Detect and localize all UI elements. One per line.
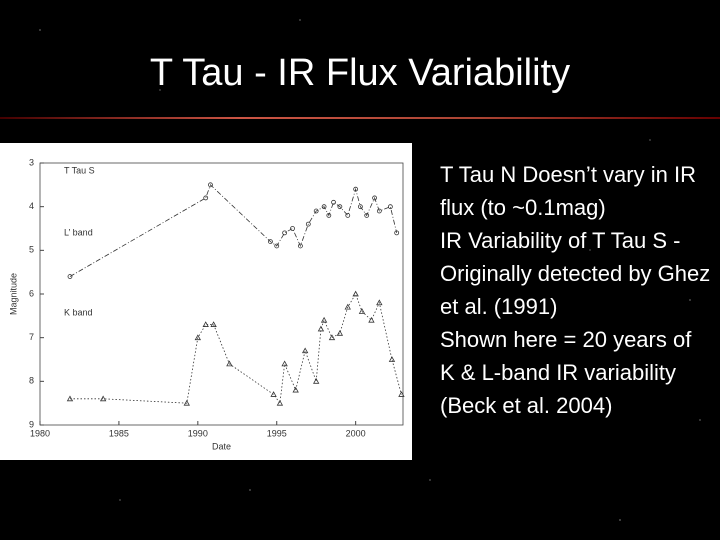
point xyxy=(290,226,295,231)
y-tick-label: 7 xyxy=(29,332,34,342)
x-tick-label: 1985 xyxy=(109,428,129,438)
y-tick-label: 3 xyxy=(29,157,34,167)
y-axis-label: Magnitude xyxy=(8,273,18,315)
point xyxy=(274,243,280,249)
point xyxy=(313,378,320,384)
point xyxy=(210,321,217,327)
point xyxy=(394,230,400,236)
point xyxy=(398,391,405,397)
point xyxy=(352,290,359,297)
point xyxy=(372,195,377,201)
point xyxy=(226,360,233,367)
point xyxy=(66,395,74,402)
point xyxy=(353,186,359,192)
y-tick-label: 4 xyxy=(29,201,34,211)
point xyxy=(298,243,303,249)
x-tick-label: 2000 xyxy=(346,428,366,438)
slide-title: T Tau - IR Flux Variability xyxy=(149,52,571,94)
y-tick-label: 8 xyxy=(29,376,34,386)
point xyxy=(276,399,284,406)
figure-background xyxy=(0,143,412,460)
point xyxy=(364,213,370,218)
point xyxy=(357,204,363,210)
point xyxy=(202,321,209,327)
point xyxy=(320,316,328,323)
point xyxy=(313,208,319,214)
panel-label: T Tau S xyxy=(64,165,95,175)
point xyxy=(337,204,343,210)
point xyxy=(208,182,213,188)
series-label: L’ band xyxy=(64,227,93,237)
bullet: IR Variability of T Tau S - Originally d… xyxy=(440,228,711,319)
bullet: T Tau N Doesn’t vary in IR flux (to ~0.1… xyxy=(440,162,696,220)
point xyxy=(376,299,383,306)
x-tick-label: 1980 xyxy=(30,428,50,438)
bullet-list: T Tau N Doesn’t vary in IR flux (to ~0.1… xyxy=(440,158,712,422)
point xyxy=(281,360,288,367)
point xyxy=(317,325,325,332)
point xyxy=(292,386,299,393)
point xyxy=(301,347,309,354)
point xyxy=(203,195,209,201)
point xyxy=(358,308,366,314)
point xyxy=(67,274,73,279)
point xyxy=(183,399,190,406)
point xyxy=(388,356,396,362)
point xyxy=(268,239,273,244)
point xyxy=(305,221,311,227)
point xyxy=(194,334,202,341)
x-axis-label: Date xyxy=(212,441,231,451)
y-tick-label: 6 xyxy=(29,288,34,298)
point xyxy=(99,395,107,402)
point xyxy=(387,204,393,210)
bullet: Shown here = 20 years of K & L-band IR v… xyxy=(440,327,692,418)
point xyxy=(336,329,344,336)
point xyxy=(282,230,288,236)
y-tick-label: 9 xyxy=(29,419,34,429)
point xyxy=(344,303,351,310)
point xyxy=(368,316,375,323)
title-rule xyxy=(0,117,720,119)
point xyxy=(270,391,277,397)
series-line xyxy=(69,184,398,277)
point xyxy=(328,334,336,341)
figure: 1980 1985 1990 1995 2000 3 4 5 6 7 8 9 Date Magnitude… xyxy=(0,143,412,460)
point xyxy=(376,208,382,214)
x-tick-label: 1990 xyxy=(188,428,208,438)
point xyxy=(345,213,351,218)
y-tick-label: 5 xyxy=(29,245,34,255)
point xyxy=(321,204,327,210)
point xyxy=(331,199,336,205)
series-label: K band xyxy=(64,307,93,317)
point xyxy=(326,213,332,218)
x-tick-label: 1995 xyxy=(267,428,287,438)
